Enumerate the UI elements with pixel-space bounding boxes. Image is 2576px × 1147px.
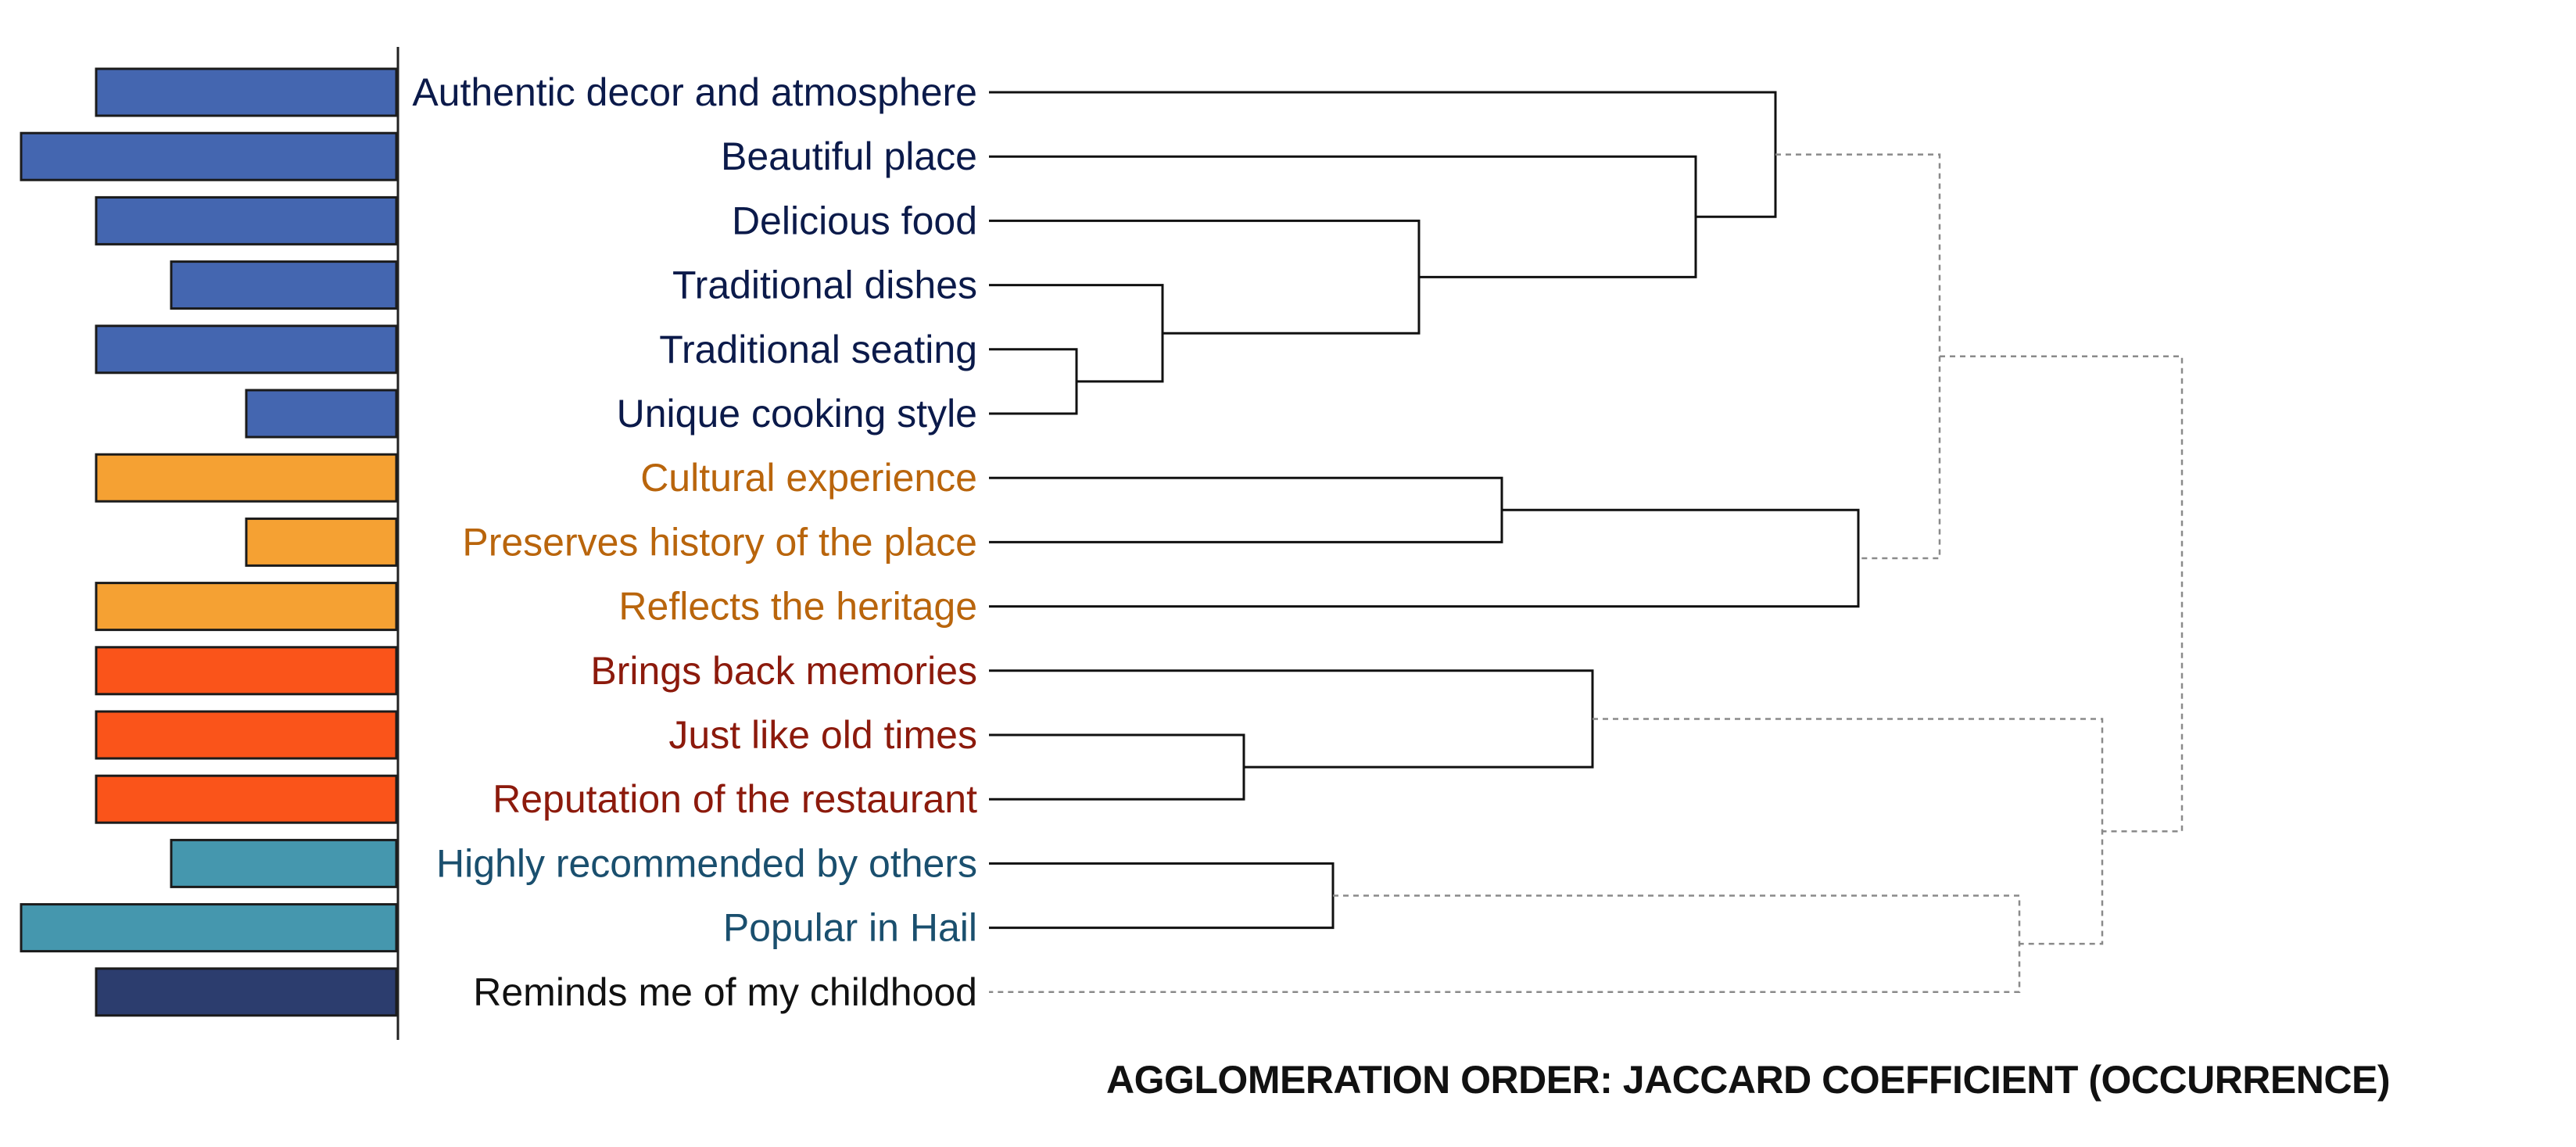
item-label-3: Traditional dishes (672, 263, 977, 307)
merge-link-m10 (989, 862, 1335, 930)
item-label-2: Delicious food (732, 199, 977, 242)
item-label-6: Cultural experience (640, 456, 977, 500)
merge-link-m13 (1775, 153, 1941, 560)
bar-10 (95, 710, 398, 760)
merge-link-m11 (989, 894, 2021, 994)
agglomeration-caption: AGGLOMERATION ORDER: JACCARD COEFFICIENT… (1106, 1058, 2390, 1102)
item-label-7: Preserves history of the place (462, 520, 977, 564)
merge-link-m14 (1940, 355, 2184, 833)
bars-layer (20, 67, 398, 1017)
bar-13 (20, 903, 398, 953)
merge-link-m4 (989, 155, 1697, 278)
item-label-13: Popular in Hail (723, 906, 977, 950)
bar-11 (95, 774, 398, 824)
bar-4 (95, 324, 398, 375)
item-label-10: Just like old times (668, 713, 977, 757)
merge-link-m1 (989, 348, 1078, 415)
item-label-4: Traditional seating (659, 328, 977, 371)
item-label-12: Highly recommended by others (436, 841, 977, 885)
tree-layer (989, 91, 2184, 994)
bar-1 (20, 131, 398, 181)
item-label-11: Reputation of the restaurant (493, 777, 977, 821)
bar-9 (95, 646, 398, 696)
item-label-8: Reflects the heritage (618, 585, 977, 629)
bar-7 (245, 517, 398, 567)
labels-layer: Authentic decor and atmosphere Beautiful … (412, 70, 977, 1014)
item-label-0: Authentic decor and atmosphere (412, 70, 977, 114)
bar-2 (95, 195, 398, 246)
item-label-5: Unique cooking style (617, 392, 977, 436)
merge-link-m6 (989, 476, 1503, 543)
bar-12 (170, 838, 398, 888)
merge-link-m12 (1593, 718, 2104, 945)
item-label-14: Reminds me of my childhood (473, 970, 977, 1014)
merge-link-m9 (989, 669, 1594, 769)
merge-link-m7 (989, 508, 1860, 608)
bar-8 (95, 582, 398, 632)
merge-link-m8 (989, 733, 1245, 801)
bar-6 (95, 453, 398, 503)
bar-14 (95, 967, 398, 1017)
bar-0 (95, 67, 398, 117)
bar-3 (170, 260, 398, 310)
item-label-9: Brings back memories (590, 649, 977, 693)
merge-link-m3 (989, 219, 1421, 335)
bar-5 (245, 389, 398, 439)
merge-link-m5 (989, 91, 1777, 218)
item-label-1: Beautiful place (721, 134, 977, 178)
